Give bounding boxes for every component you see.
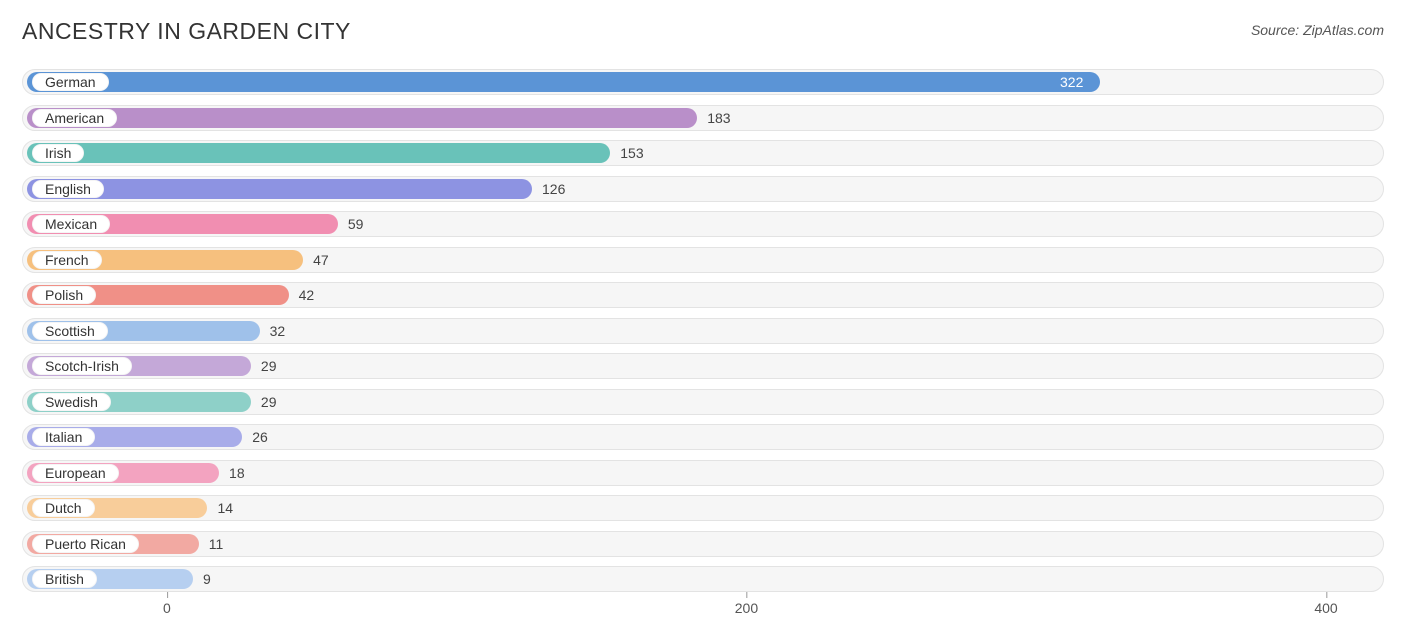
bar-value: 29 — [251, 351, 277, 381]
bar-value: 59 — [338, 209, 364, 239]
bar-value: 9 — [193, 564, 211, 594]
bar-fill — [27, 108, 697, 128]
bar-value: 126 — [532, 174, 565, 204]
bar-row: Italian 26 — [22, 422, 1384, 452]
bar-value: 47 — [303, 245, 329, 275]
bar-value: 183 — [697, 103, 730, 133]
bar-value: 26 — [242, 422, 268, 452]
bar-row: Puerto Rican 11 — [22, 529, 1384, 559]
axis-tick: 0 — [163, 600, 171, 616]
bar-row: American 183 — [22, 103, 1384, 133]
chart-title: ANCESTRY IN GARDEN CITY — [22, 18, 351, 45]
bar-row: Scotch-Irish 29 — [22, 351, 1384, 381]
bar-label-pill: European — [32, 464, 119, 482]
bar-value: 153 — [610, 138, 643, 168]
bar-row: Polish 42 — [22, 280, 1384, 310]
axis-tick: 200 — [735, 600, 758, 616]
bar-row: European 18 — [22, 458, 1384, 488]
bar-label-pill: American — [32, 109, 117, 127]
bar-label-pill: German — [32, 73, 109, 91]
bar-label-pill: Swedish — [32, 393, 111, 411]
bar-row: Dutch 14 — [22, 493, 1384, 523]
header: ANCESTRY IN GARDEN CITY Source: ZipAtlas… — [22, 18, 1384, 45]
bar-row: German 322 — [22, 67, 1384, 97]
ancestry-bar-chart: German 322 American 183 Irish 153 English 126 Me… — [22, 67, 1384, 630]
bar-track — [22, 531, 1384, 557]
bar-fill — [27, 143, 610, 163]
bar-row: Scottish 32 — [22, 316, 1384, 346]
bar-value: 32 — [260, 316, 286, 346]
bar-label-pill: Dutch — [32, 499, 95, 517]
bar-label-pill: Italian — [32, 428, 95, 446]
bar-value: 322 — [1050, 67, 1083, 97]
bar-label-pill: Polish — [32, 286, 96, 304]
bar-value: 29 — [251, 387, 277, 417]
bar-label-pill: Mexican — [32, 215, 110, 233]
bar-row: Irish 153 — [22, 138, 1384, 168]
bar-row: Swedish 29 — [22, 387, 1384, 417]
bar-value: 18 — [219, 458, 245, 488]
bar-label-pill: Irish — [32, 144, 84, 162]
bar-track — [22, 566, 1384, 592]
bar-value: 42 — [289, 280, 315, 310]
bar-fill — [27, 72, 1100, 92]
bar-label-pill: Scotch-Irish — [32, 357, 132, 375]
bar-row: French 47 — [22, 245, 1384, 275]
bar-value: 14 — [207, 493, 233, 523]
axis-tick: 400 — [1314, 600, 1337, 616]
bar-label-pill: British — [32, 570, 97, 588]
bar-value: 11 — [199, 529, 224, 559]
bar-row: British 9 — [22, 564, 1384, 594]
x-axis: 0 200 400 — [22, 600, 1384, 630]
bar-label-pill: Scottish — [32, 322, 108, 340]
bar-label-pill: Puerto Rican — [32, 535, 139, 553]
bar-label-pill: French — [32, 251, 102, 269]
bar-row: Mexican 59 — [22, 209, 1384, 239]
source-label: Source: ZipAtlas.com — [1251, 18, 1384, 38]
bar-label-pill: English — [32, 180, 104, 198]
bar-row: English 126 — [22, 174, 1384, 204]
